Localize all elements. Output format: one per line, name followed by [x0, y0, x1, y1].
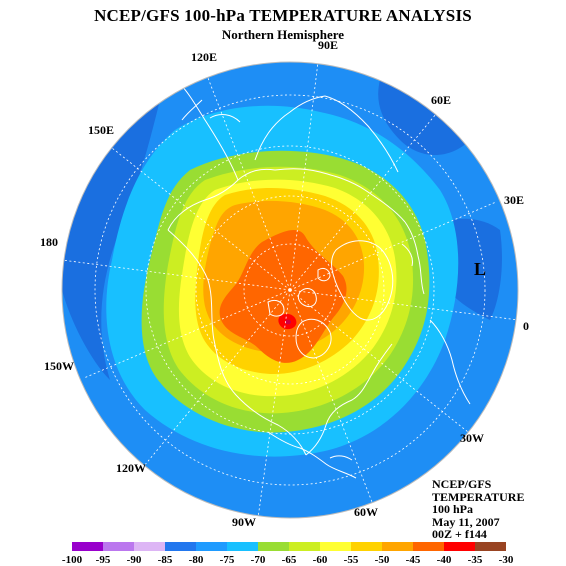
- colorbar-label: -70: [251, 554, 266, 566]
- colorbar-label: -50: [375, 554, 390, 566]
- map-outline: [61, 61, 519, 519]
- lon-label-90e: 90E: [318, 38, 338, 52]
- colorbar: -100 -95 -90 -85 -80 -75 -70 -65 -60 -55 -50 -45 -40…: [62, 542, 514, 566]
- colorbar-swatch: [475, 542, 506, 551]
- colorbar-label: -30: [499, 554, 514, 566]
- lon-label-0: 0: [523, 319, 529, 333]
- info-level: 100 hPa: [432, 502, 474, 516]
- colorbar-swatch: [165, 542, 196, 551]
- colorbar-swatch: [413, 542, 444, 551]
- lon-label-120w: 120W: [116, 461, 146, 475]
- colorbar-swatch: [103, 542, 134, 551]
- map-subtitle: Northern Hemisphere: [221, 27, 345, 42]
- info-date: May 11, 2007: [432, 514, 500, 529]
- lon-label-120e: 120E: [191, 50, 217, 64]
- colorbar-label: -80: [189, 554, 204, 566]
- lon-label-150w: 150W: [44, 359, 74, 373]
- colorbar-label: -75: [220, 554, 235, 566]
- colorbar-swatch: [196, 542, 227, 551]
- band-minus-45: [219, 229, 347, 363]
- band-minus-35: [286, 319, 291, 325]
- low-pressure-marker: L: [474, 259, 486, 279]
- colorbar-label: -85: [158, 554, 173, 566]
- colorbar-label: -45: [406, 554, 421, 566]
- colorbar-label: -55: [344, 554, 359, 566]
- lon-label-90w: 90W: [232, 515, 256, 529]
- colorbar-swatch: [134, 542, 165, 551]
- lon-label-60e: 60E: [431, 93, 451, 107]
- colorbar-label: -65: [282, 554, 297, 566]
- colorbar-label: -35: [468, 554, 483, 566]
- lon-label-30w: 30W: [460, 431, 484, 445]
- colorbar-swatch: [258, 542, 289, 551]
- info-block: NCEP/GFS TEMPERATURE 100 hPa May 11, 200…: [432, 478, 524, 541]
- colorbar-swatch: [72, 542, 103, 551]
- colorbar-label: -40: [437, 554, 452, 566]
- info-forecast-time: 00Z + f144: [432, 527, 487, 541]
- lon-label-150e: 150E: [88, 123, 114, 137]
- colorbar-swatch: [351, 542, 382, 551]
- band-minus-85-east: [378, 80, 470, 155]
- colorbar-label: -95: [96, 554, 111, 566]
- coastlines: [167, 83, 471, 479]
- colorbar-swatch: [382, 542, 413, 551]
- colorbar-swatch: [289, 542, 320, 551]
- lon-label-60w: 60W: [354, 505, 378, 519]
- lon-label-30e: 30E: [504, 193, 524, 207]
- colorbar-swatch: [227, 542, 258, 551]
- info-variable: TEMPERATURE: [432, 489, 525, 504]
- colorbar-label: -90: [127, 554, 142, 566]
- info-model: NCEP/GFS: [432, 477, 492, 491]
- colorbar-swatch: [444, 542, 475, 551]
- temperature-field: [62, 62, 518, 518]
- colorbar-label: -60: [313, 554, 328, 566]
- lon-label-180: 180: [40, 235, 58, 249]
- map-title: NCEP/GFS 100-hPa TEMPERATURE ANALYSIS: [94, 6, 472, 25]
- colorbar-label: -100: [62, 554, 83, 566]
- colorbar-swatch: [320, 542, 351, 551]
